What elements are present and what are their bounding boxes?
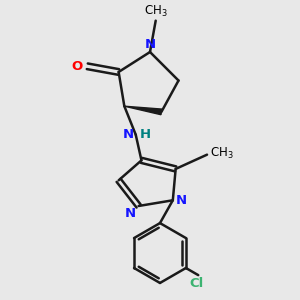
Text: H: H: [140, 128, 151, 141]
Text: O: O: [72, 60, 83, 73]
Text: N: N: [124, 207, 136, 220]
Text: N: N: [144, 38, 156, 51]
Text: N: N: [123, 128, 134, 141]
Text: CH$_3$: CH$_3$: [144, 4, 167, 19]
Text: Cl: Cl: [190, 277, 204, 290]
Text: CH$_3$: CH$_3$: [210, 146, 234, 161]
Polygon shape: [124, 106, 162, 115]
Text: N: N: [176, 194, 187, 207]
